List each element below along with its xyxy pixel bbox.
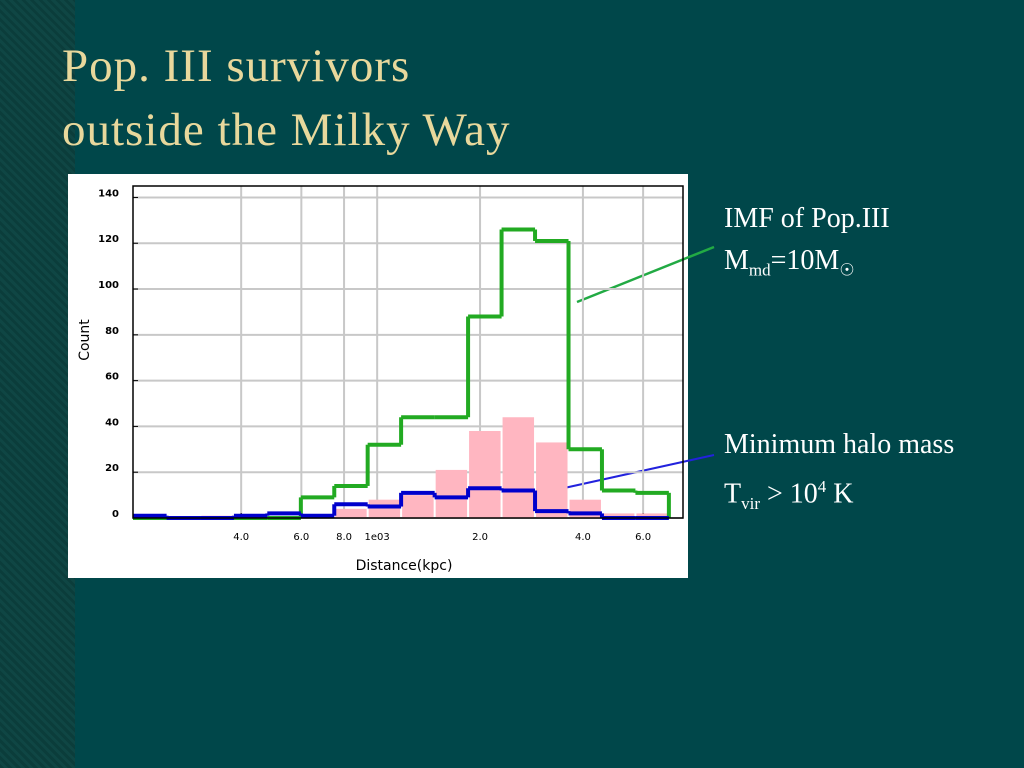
x-tick-label: 4.0 bbox=[233, 532, 249, 543]
x-tick-label: 1e03 bbox=[365, 532, 390, 543]
title-line: Pop. III survivors bbox=[62, 40, 411, 92]
annotation-text: > 10 bbox=[760, 478, 818, 510]
slide-title: Pop. III survivors outside the Milky Way bbox=[62, 34, 510, 162]
annotation-text: vir bbox=[741, 493, 760, 513]
annotation-text: T bbox=[724, 478, 742, 510]
annotation-text: md bbox=[748, 260, 771, 280]
y-tick-label: 100 bbox=[98, 280, 119, 291]
bar bbox=[536, 442, 568, 518]
x-tick-label: 6.0 bbox=[293, 532, 309, 543]
annotation-line: Minimum halo mass bbox=[724, 424, 954, 466]
annotation-text: M bbox=[724, 245, 749, 276]
decor-strip bbox=[0, 0, 75, 768]
annotation-line: IMF of Pop.III bbox=[724, 198, 890, 240]
annotation-text: =10M bbox=[770, 245, 840, 276]
bar bbox=[335, 508, 367, 518]
annotation-line: Mmd=10M☉ bbox=[724, 240, 890, 292]
x-tick-label: 8.0 bbox=[336, 532, 352, 543]
annotation: Minimum halo mass Tvir > 104 K bbox=[724, 424, 954, 525]
x-axis-label: Distance(kpc) bbox=[356, 558, 453, 574]
bar bbox=[368, 499, 401, 518]
annotation-text: IMF of Pop.III bbox=[724, 203, 890, 234]
y-tick-label: 80 bbox=[105, 326, 119, 337]
y-tick-label: 20 bbox=[105, 463, 119, 474]
y-axis-label: Count bbox=[77, 319, 93, 361]
bar bbox=[469, 430, 501, 518]
leader-line bbox=[576, 245, 715, 304]
y-tick-label: 40 bbox=[105, 417, 119, 428]
bar bbox=[402, 495, 434, 518]
axes-frame bbox=[132, 185, 684, 519]
bar bbox=[602, 513, 635, 518]
title-line: outside the Milky Way bbox=[62, 104, 511, 156]
annotation-text: 4 bbox=[817, 477, 827, 496]
bar bbox=[502, 417, 535, 518]
x-tick-label: 6.0 bbox=[635, 532, 651, 543]
y-tick-label: 120 bbox=[98, 234, 119, 245]
annotation-text: ☉ bbox=[839, 260, 855, 280]
x-tick-label: 4.0 bbox=[575, 532, 591, 543]
bar bbox=[435, 469, 468, 518]
y-tick-label: 140 bbox=[98, 188, 119, 199]
annotation-text: K bbox=[826, 478, 854, 510]
annotation-text: Minimum halo mass bbox=[724, 429, 955, 460]
bar bbox=[636, 513, 668, 518]
y-tick-label: 60 bbox=[105, 372, 119, 383]
annotation: IMF of Pop.III Mmd=10M☉ bbox=[724, 198, 890, 292]
x-tick-label: 2.0 bbox=[472, 532, 488, 543]
y-tick-label: 0 bbox=[112, 509, 119, 520]
annotation-line: Tvir > 104 K bbox=[724, 466, 954, 525]
